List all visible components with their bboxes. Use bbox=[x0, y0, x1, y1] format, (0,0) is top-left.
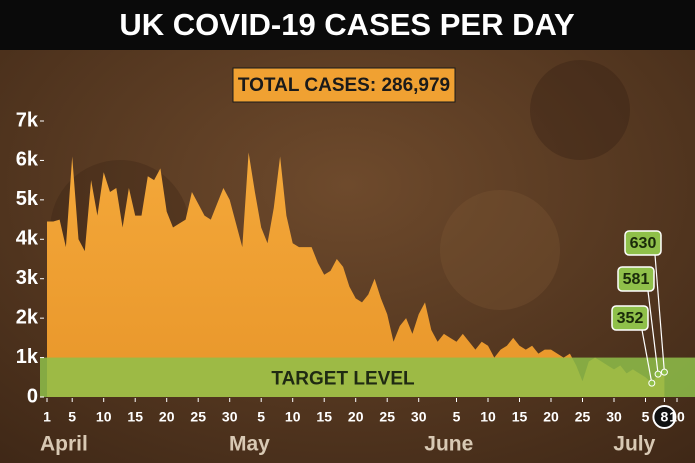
total-label: TOTAL CASES: 286,979 bbox=[238, 75, 450, 96]
y-tick-label: 4k bbox=[16, 228, 39, 250]
x-tick-label: 25 bbox=[575, 409, 591, 425]
x-tick-label: 15 bbox=[127, 409, 143, 425]
x-tick-label: 5 bbox=[68, 409, 76, 425]
y-tick-label: 6k bbox=[16, 149, 39, 171]
x-tick-label: 30 bbox=[222, 409, 238, 425]
point bbox=[654, 370, 662, 378]
x-tick-label: 20 bbox=[159, 409, 175, 425]
month-label: May bbox=[229, 433, 270, 456]
x-tick-label: 10 bbox=[669, 409, 685, 425]
y-tick-label: 5k bbox=[16, 188, 39, 210]
month-label: June bbox=[424, 433, 473, 456]
data-label: 630 bbox=[630, 235, 657, 252]
callout-leader bbox=[641, 329, 653, 384]
x-tick-label: 15 bbox=[316, 409, 332, 425]
y-tick-label: 1k bbox=[16, 346, 39, 368]
area bbox=[47, 152, 665, 397]
x-tick-label: 5 bbox=[453, 409, 461, 425]
total-box bbox=[232, 67, 456, 103]
callout-box bbox=[617, 266, 655, 292]
x-tick-label: 10 bbox=[285, 409, 301, 425]
data-label: 352 bbox=[617, 310, 644, 327]
month-label: July bbox=[613, 433, 655, 456]
point bbox=[648, 379, 656, 387]
x-tick-label: 15 bbox=[512, 409, 528, 425]
x-tick-label: 1 bbox=[43, 409, 51, 425]
chart-title: UK COVID-19 CASES PER DAY bbox=[119, 7, 575, 42]
y-tick-label: 3k bbox=[16, 267, 39, 289]
virus-decoration bbox=[530, 60, 630, 160]
callout-box bbox=[624, 230, 662, 256]
x-tick-label: 5 bbox=[257, 409, 265, 425]
title-bar bbox=[0, 0, 695, 50]
target-label: TARGET LEVEL bbox=[271, 368, 415, 389]
x-tick-label: 8 bbox=[661, 409, 669, 425]
x-tick-label: 20 bbox=[543, 409, 559, 425]
x-tick-label: 25 bbox=[379, 409, 395, 425]
callout-leader bbox=[654, 254, 665, 373]
y-tick-label: 7k bbox=[16, 109, 39, 131]
y-tick-label: 2k bbox=[16, 306, 39, 328]
callout-box bbox=[611, 305, 649, 331]
x-tick-label: 10 bbox=[96, 409, 112, 425]
highlight-ring bbox=[652, 405, 677, 429]
x-tick-label: 30 bbox=[411, 409, 427, 425]
virus-decoration bbox=[440, 190, 560, 310]
callout-leader bbox=[647, 290, 659, 375]
x-tick-label: 30 bbox=[606, 409, 622, 425]
x-tick-label: 5 bbox=[642, 409, 650, 425]
month-label: April bbox=[40, 433, 88, 456]
data-label: 581 bbox=[623, 271, 650, 288]
y-tick-label: 0 bbox=[27, 385, 38, 407]
x-tick-label: 10 bbox=[480, 409, 496, 425]
target-band bbox=[40, 357, 695, 397]
point bbox=[660, 368, 668, 376]
x-tick-label: 25 bbox=[190, 409, 206, 425]
x-tick-label: 20 bbox=[348, 409, 364, 425]
